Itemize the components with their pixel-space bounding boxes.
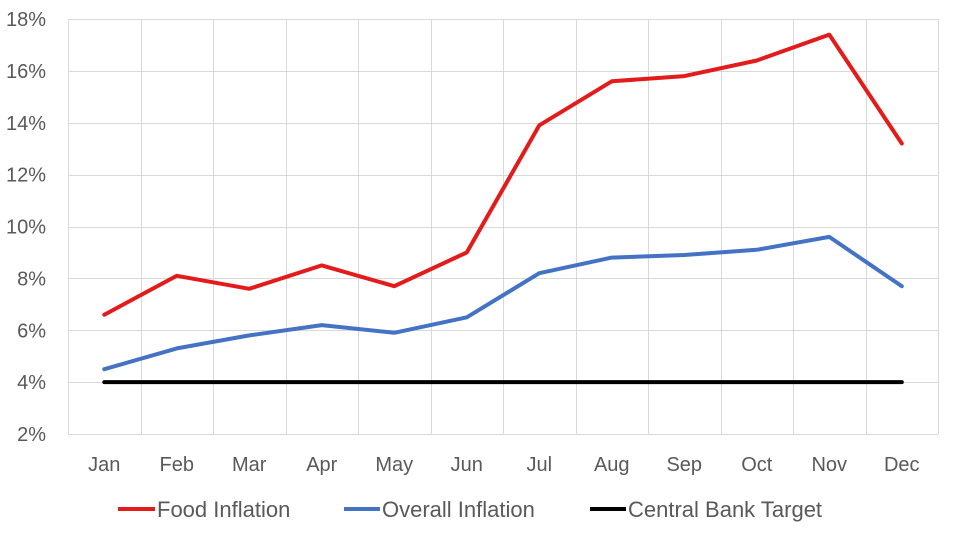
series-line (102, 234, 904, 372)
x-tick-label: Jul (526, 454, 552, 476)
x-tick-label: Jun (451, 454, 483, 476)
y-tick-label: 14% (6, 113, 46, 135)
y-tick-label: 10% (6, 217, 46, 239)
y-tick-label: 4% (17, 372, 46, 394)
gridlines (68, 19, 939, 435)
legend-item: Overall Inflation (344, 497, 535, 522)
x-tick-label: Aug (594, 454, 630, 476)
x-tick-label: Apr (306, 454, 337, 476)
legend-item: Central Bank Target (590, 497, 822, 522)
y-axis-tick-labels: 2% 4% 6% 8% 10% 12% 14% 16% 18% (6, 9, 46, 446)
series-lines (102, 32, 904, 385)
y-tick-label: 6% (17, 320, 46, 342)
x-tick-label: Nov (811, 454, 847, 476)
legend-label: Food Inflation (157, 497, 290, 522)
x-tick-label: Dec (884, 454, 920, 476)
legend-item: Food Inflation (118, 497, 290, 522)
y-tick-label: 8% (17, 268, 46, 290)
y-tick-label: 12% (6, 165, 46, 187)
x-tick-label: Sep (666, 454, 702, 476)
x-tick-label: May (375, 454, 413, 476)
x-tick-label: Jan (88, 454, 120, 476)
series-food-inflation (102, 32, 904, 317)
y-tick-label: 16% (6, 61, 46, 83)
x-tick-label: Mar (232, 454, 267, 476)
series-line (102, 32, 904, 317)
y-tick-label: 18% (6, 9, 46, 31)
legend-label: Overall Inflation (382, 497, 535, 522)
y-tick-label: 2% (17, 424, 46, 446)
legend: Food Inflation Overall Inflation Central B… (118, 497, 822, 522)
x-tick-label: Feb (160, 454, 194, 476)
legend-label: Central Bank Target (628, 497, 822, 522)
series-overall-inflation (102, 234, 904, 372)
x-tick-label: Oct (741, 454, 773, 476)
x-axis-tick-labels: Jan Feb Mar Apr May Jun Jul Aug Sep Oct Nov Dec (88, 454, 919, 476)
